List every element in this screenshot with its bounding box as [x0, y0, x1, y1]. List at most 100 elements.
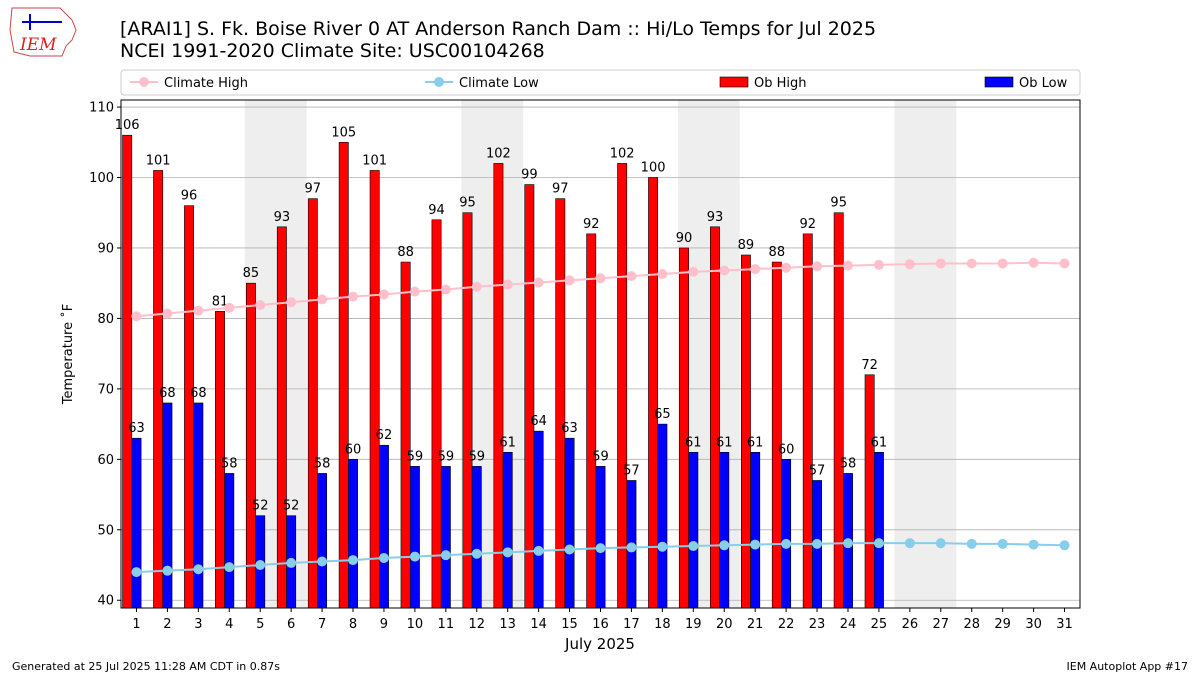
bar [564, 437, 575, 609]
bar [595, 466, 606, 609]
bar [348, 459, 358, 609]
marker [131, 311, 142, 322]
marker [997, 258, 1008, 269]
marker [533, 545, 544, 556]
bar [688, 451, 699, 609]
data-label: 68 [159, 386, 176, 401]
legend-swatch [434, 77, 444, 87]
marker [378, 552, 389, 563]
x-axis-label: July 2025 [564, 635, 635, 653]
data-label: 59 [592, 449, 609, 464]
marker [502, 547, 513, 558]
bar [533, 430, 544, 609]
x-tick-label: 17 [623, 617, 640, 632]
footer-left: Generated at 25 Jul 2025 11:28 AM CDT in… [12, 660, 280, 673]
data-label: 61 [747, 435, 764, 450]
legend-label: Climate High [164, 76, 248, 91]
marker [1059, 540, 1070, 551]
data-label: 63 [128, 421, 145, 436]
x-tick-label: 30 [1025, 617, 1042, 632]
data-label: 63 [561, 421, 578, 436]
x-tick-label: 15 [561, 617, 578, 632]
bar [369, 170, 380, 609]
marker [193, 564, 204, 575]
marker [688, 266, 699, 277]
marker [812, 538, 823, 549]
data-label: 52 [252, 499, 269, 514]
x-tick-label: 27 [933, 617, 950, 632]
marker [842, 538, 853, 549]
chart-subtitle: NCEI 1991-2020 Climate Site: USC00104268 [120, 40, 545, 62]
bar [471, 466, 482, 609]
x-tick-label: 1 [132, 617, 140, 632]
marker [626, 271, 637, 282]
data-label: 68 [190, 386, 207, 401]
x-tick-label: 8 [349, 617, 357, 632]
marker [904, 259, 915, 270]
marker [781, 538, 792, 549]
bar [379, 444, 389, 609]
y-axis-label: Temperature ˚F [60, 304, 76, 405]
data-label: 81 [212, 294, 229, 309]
bar [771, 261, 782, 609]
data-label: 93 [707, 210, 724, 225]
data-label: 59 [468, 449, 485, 464]
marker [317, 556, 328, 567]
data-label: 89 [738, 238, 755, 253]
x-tick-label: 6 [287, 617, 295, 632]
weekend-shade [894, 100, 957, 608]
marker [657, 541, 668, 552]
legend-swatch [719, 76, 749, 88]
data-label: 61 [685, 435, 702, 450]
marker [409, 286, 420, 297]
bar [317, 473, 328, 609]
data-label: 58 [221, 456, 238, 471]
x-tick-label: 10 [407, 617, 424, 632]
bar [307, 198, 318, 609]
data-label: 97 [552, 182, 569, 197]
marker [750, 264, 761, 275]
marker [719, 540, 730, 551]
data-label: 52 [283, 499, 300, 514]
y-tick-label: 100 [89, 171, 114, 186]
x-tick-label: 4 [225, 617, 233, 632]
bar [524, 184, 535, 609]
marker [626, 542, 637, 553]
bar [864, 374, 875, 609]
marker [502, 279, 513, 290]
bar [648, 177, 659, 609]
x-tick-label: 7 [318, 617, 326, 632]
marker [471, 281, 482, 292]
marker [966, 258, 977, 269]
marker [409, 551, 420, 562]
data-label: 101 [146, 153, 171, 168]
marker [286, 297, 297, 308]
logo-text: IEM [19, 35, 57, 55]
bar [502, 451, 513, 609]
data-label: 95 [830, 196, 847, 211]
marker [781, 262, 792, 273]
data-label: 92 [799, 217, 816, 232]
data-label: 62 [376, 428, 393, 443]
data-label: 61 [499, 435, 516, 450]
marker [595, 543, 606, 554]
data-label: 97 [305, 182, 322, 197]
bar [617, 163, 628, 609]
marker [440, 284, 451, 295]
data-label: 100 [641, 161, 666, 176]
x-tick-label: 18 [654, 617, 671, 632]
data-label: 59 [407, 449, 424, 464]
y-tick-label: 50 [97, 523, 114, 538]
data-label: 105 [331, 125, 356, 140]
bar [193, 402, 204, 609]
marker [812, 261, 823, 272]
x-tick-label: 20 [716, 617, 733, 632]
marker [286, 557, 297, 568]
data-label: 101 [362, 153, 387, 168]
data-label: 57 [809, 463, 826, 478]
bar [679, 247, 689, 609]
marker [904, 538, 915, 549]
marker [997, 538, 1008, 549]
marker [348, 555, 359, 566]
